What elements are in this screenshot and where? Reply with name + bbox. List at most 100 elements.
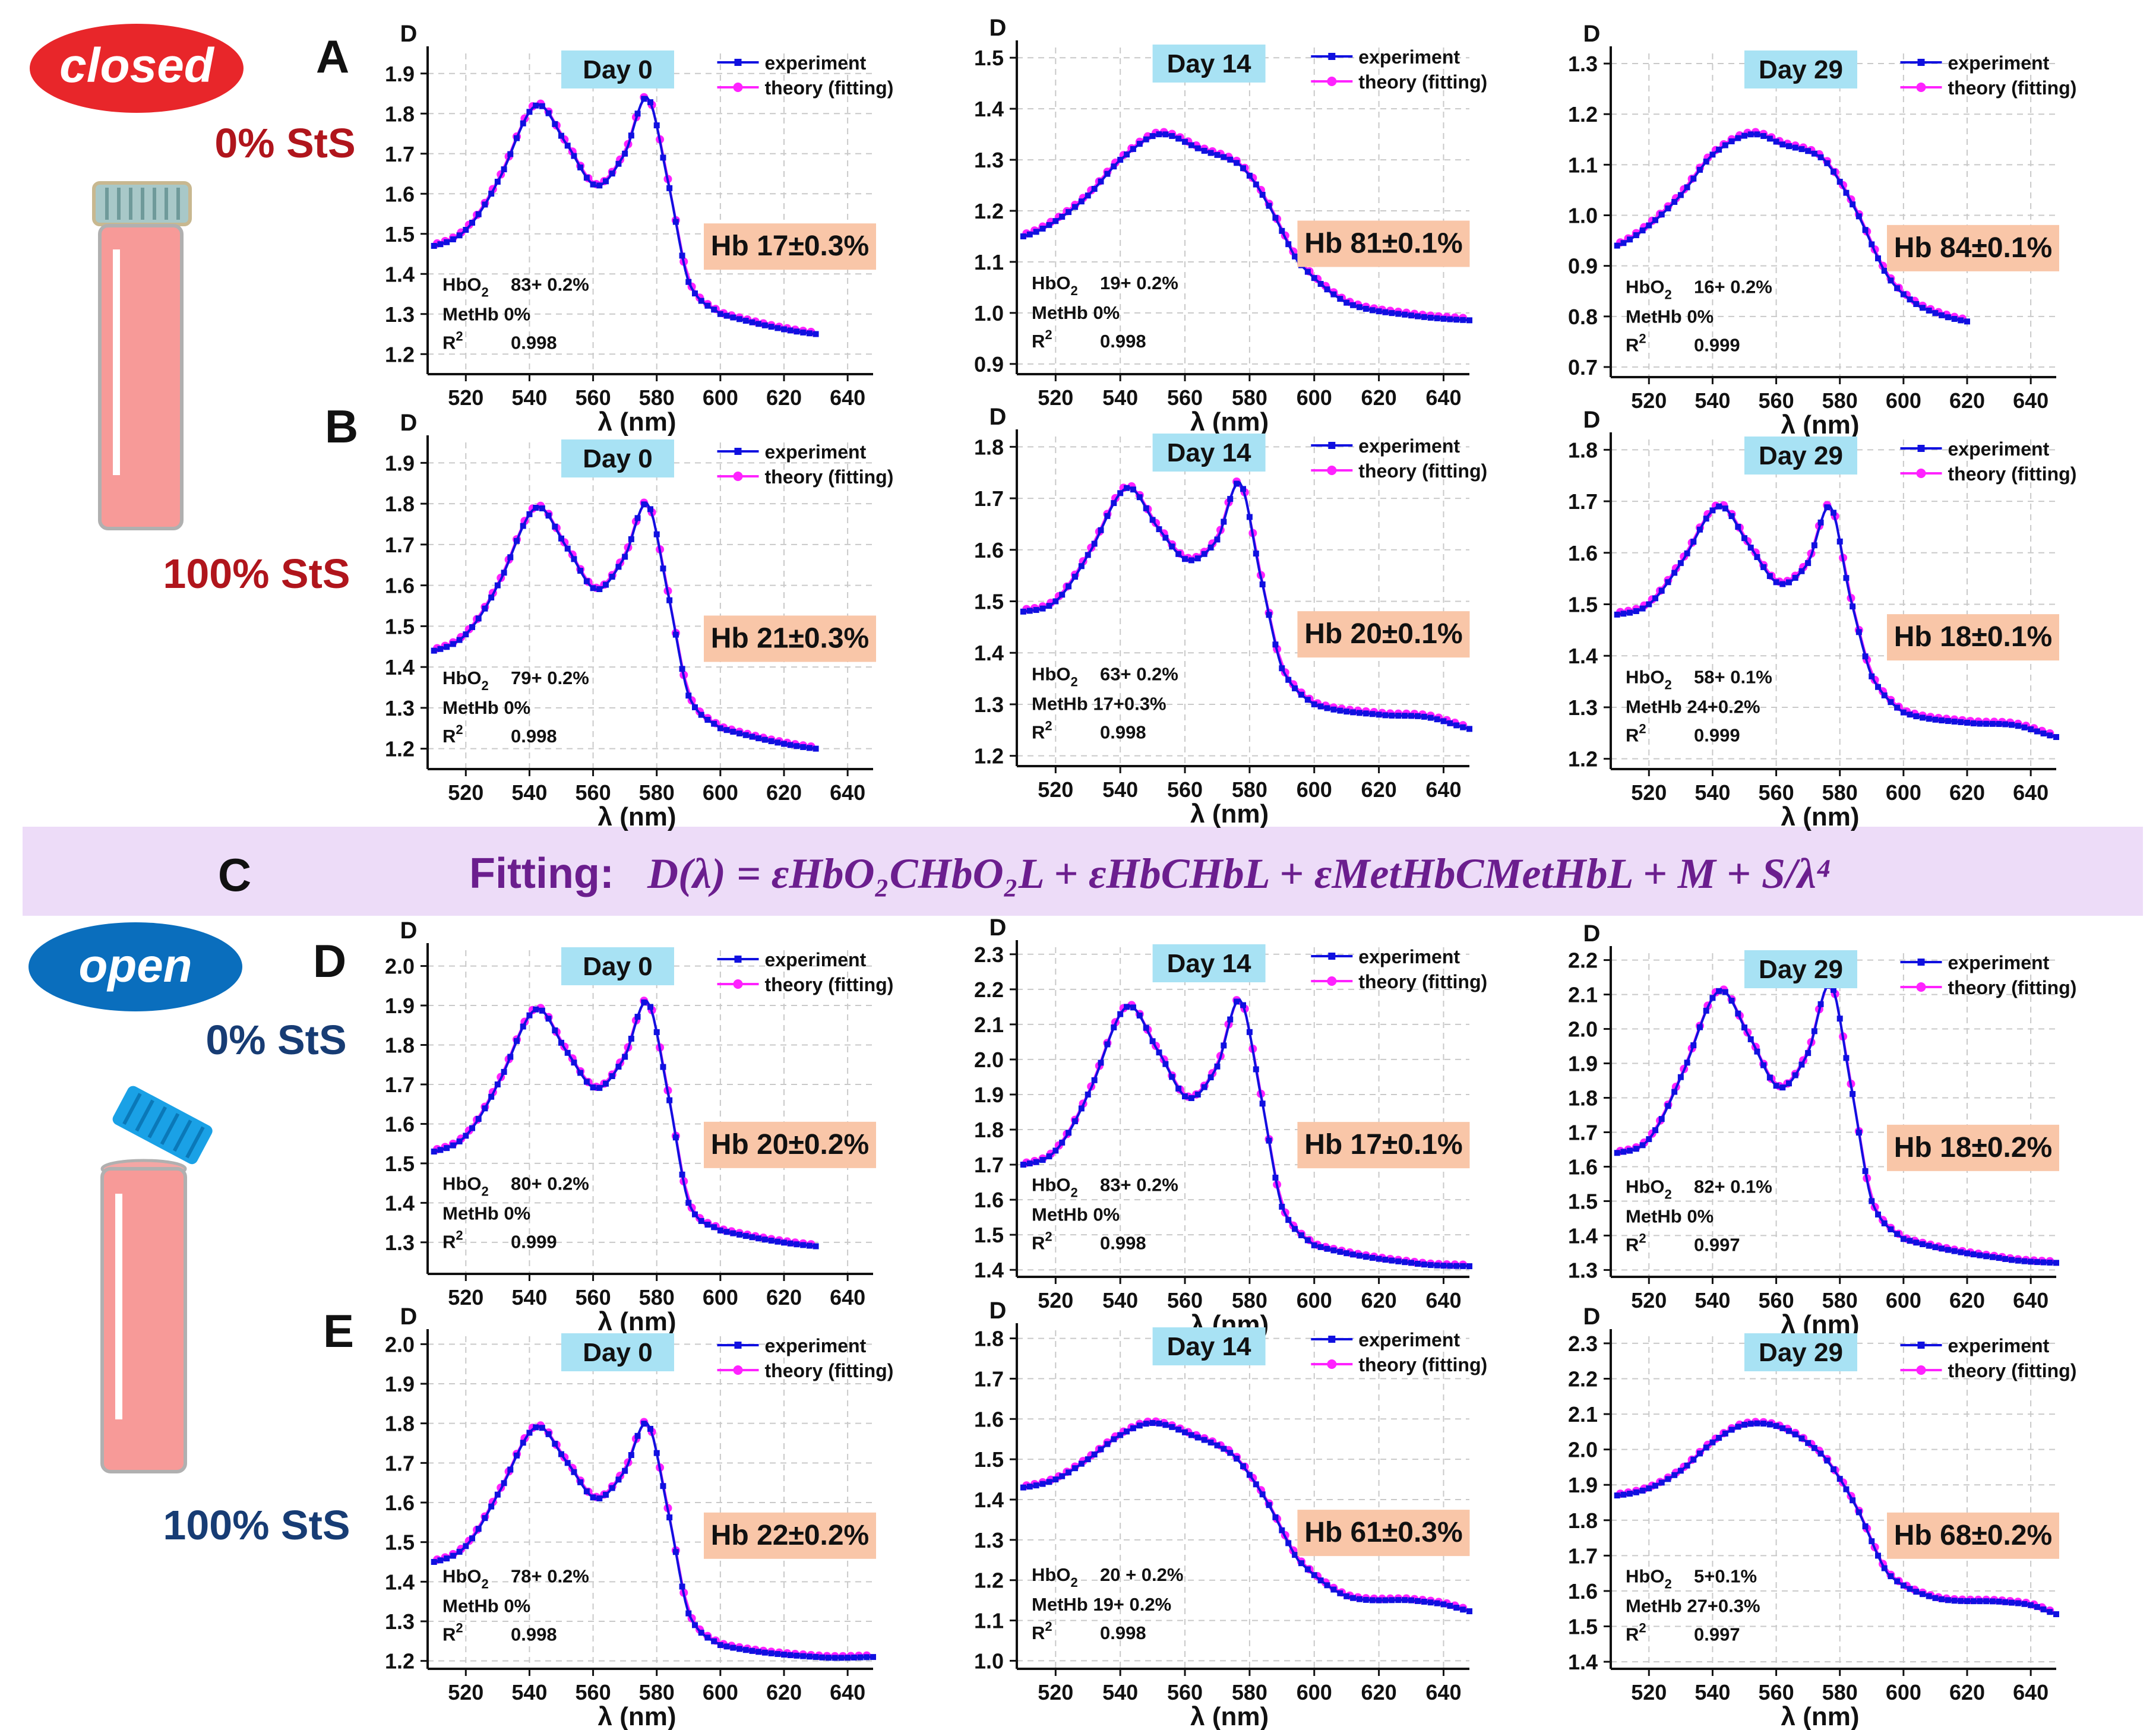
legend-experiment-marker [1328, 442, 1336, 449]
experiment-point [488, 1093, 495, 1100]
x-tick-label: 600 [1886, 1680, 1921, 1704]
experiment-point [794, 1241, 800, 1248]
experiment-point [1646, 222, 1652, 229]
experiment-point [1658, 587, 1665, 594]
experiment-point [1330, 1586, 1337, 1593]
experiment-point [781, 1239, 787, 1246]
experiment-point [1792, 1431, 1798, 1438]
experiment-point [1408, 1597, 1415, 1604]
experiment-point [482, 605, 488, 612]
x-tick-label: 520 [1038, 777, 1073, 802]
experiment-point [1311, 275, 1317, 282]
experiment-point [1124, 485, 1130, 491]
experiment-point [501, 1068, 507, 1075]
panel-letter-e: E [323, 1305, 354, 1357]
experiment-point [1875, 684, 1881, 690]
experiment-point [1071, 1465, 1078, 1472]
experiment-point [653, 1450, 660, 1456]
experiment-point [1920, 1591, 1926, 1598]
experiment-point [813, 745, 819, 752]
legend-experiment-label: experiment [765, 1335, 867, 1356]
y-tick-label: 1.9 [385, 62, 415, 86]
experiment-point [2015, 1257, 2021, 1264]
y-tick-label: 1.7 [974, 1153, 1004, 1177]
closed-vial-icon [92, 181, 192, 530]
y-tick-label: 1.8 [974, 1118, 1004, 1142]
legend-theory-marker [1916, 982, 1926, 992]
experiment-point [806, 1653, 813, 1660]
experiment-point [1646, 1485, 1652, 1492]
experiment-point [564, 143, 571, 149]
legend-experiment-marker [1328, 953, 1336, 960]
experiment-point [1052, 1476, 1059, 1483]
y-tick-label: 2.2 [1568, 1367, 1598, 1391]
experiment-point [1266, 1502, 1272, 1508]
experiment-point [723, 727, 730, 733]
experiment-point [1627, 609, 1633, 616]
experiment-point [1162, 1061, 1169, 1067]
experiment-point [475, 615, 482, 622]
y-tick-label: 0.8 [1568, 305, 1598, 329]
hbo2-value: 78+ 0.2% [511, 1565, 589, 1586]
experiment-point [463, 631, 469, 638]
experiment-point [711, 1224, 717, 1231]
experiment-point [583, 175, 590, 181]
experiment-point [2002, 1599, 2009, 1605]
experiment-point [1627, 1147, 1633, 1154]
experiment-point [1881, 267, 1888, 274]
x-tick-label: 540 [1695, 780, 1730, 805]
experiment-point [501, 570, 507, 576]
experiment-point [507, 1054, 514, 1060]
experiment-point [1066, 209, 1072, 216]
experiment-line [1617, 1422, 2057, 1615]
experiment-point [1652, 1127, 1658, 1134]
experiment-point [603, 178, 609, 185]
hbo2-value: 5+0.1% [1694, 1565, 1757, 1586]
x-axis-label: λ (nm) [1190, 799, 1269, 828]
legend-theory-label: theory (fitting) [1358, 1354, 1487, 1375]
experiment-point [1356, 1253, 1362, 1259]
experiment-point [1620, 1149, 1627, 1155]
experiment-point [672, 1134, 679, 1141]
experiment-point [1071, 204, 1078, 210]
experiment-point [723, 1643, 730, 1650]
experiment-point [558, 132, 564, 139]
methb-label: MetHb 17+0.3% [1032, 694, 1166, 714]
day-badge [1744, 950, 1857, 988]
experiment-point [1395, 1597, 1402, 1604]
experiment-point [1234, 998, 1240, 1005]
experiment-point [1460, 1263, 1466, 1269]
hb-badge [1297, 1510, 1470, 1557]
experiment-point [672, 631, 679, 638]
hb-label: Hb 84±0.1% [1894, 232, 2052, 264]
experiment-point [1453, 317, 1460, 323]
experiment-point [2009, 1257, 2015, 1263]
experiment-point [1311, 1242, 1317, 1248]
y-tick-label: 1.2 [974, 199, 1004, 223]
experiment-point [1945, 718, 1951, 725]
experiment-point [1658, 1479, 1665, 1486]
experiment-point [768, 738, 774, 745]
methb-value: 0% [504, 1595, 530, 1616]
chart-panel-e-day0: 520 540 560 580 600 620 640 1.2 1.3 1.4 1.5 1.6 1.7 1… [385, 1304, 893, 1730]
experiment-point [730, 729, 736, 735]
experiment-point [615, 160, 622, 167]
experiment-point [539, 1007, 545, 1014]
experiment-point [1059, 1139, 1066, 1146]
experiment-point [533, 1424, 539, 1431]
experiment-point [1221, 1042, 1227, 1049]
experiment-point [545, 110, 552, 116]
experiment-point [450, 1552, 456, 1559]
experiment-point [1658, 1116, 1665, 1122]
day-badge [561, 947, 674, 985]
experiment-point [1246, 172, 1253, 179]
experiment-point [437, 1557, 444, 1564]
experiment-point [494, 1081, 501, 1087]
experiment-point [1324, 1245, 1330, 1252]
experiment-point [475, 211, 482, 217]
experiment-point [628, 536, 634, 542]
y-axis-label: D [1583, 407, 1601, 433]
experiment-point [755, 735, 762, 742]
y-tick-label: 2.1 [1568, 983, 1598, 1007]
day-label: Day 14 [1167, 438, 1251, 467]
